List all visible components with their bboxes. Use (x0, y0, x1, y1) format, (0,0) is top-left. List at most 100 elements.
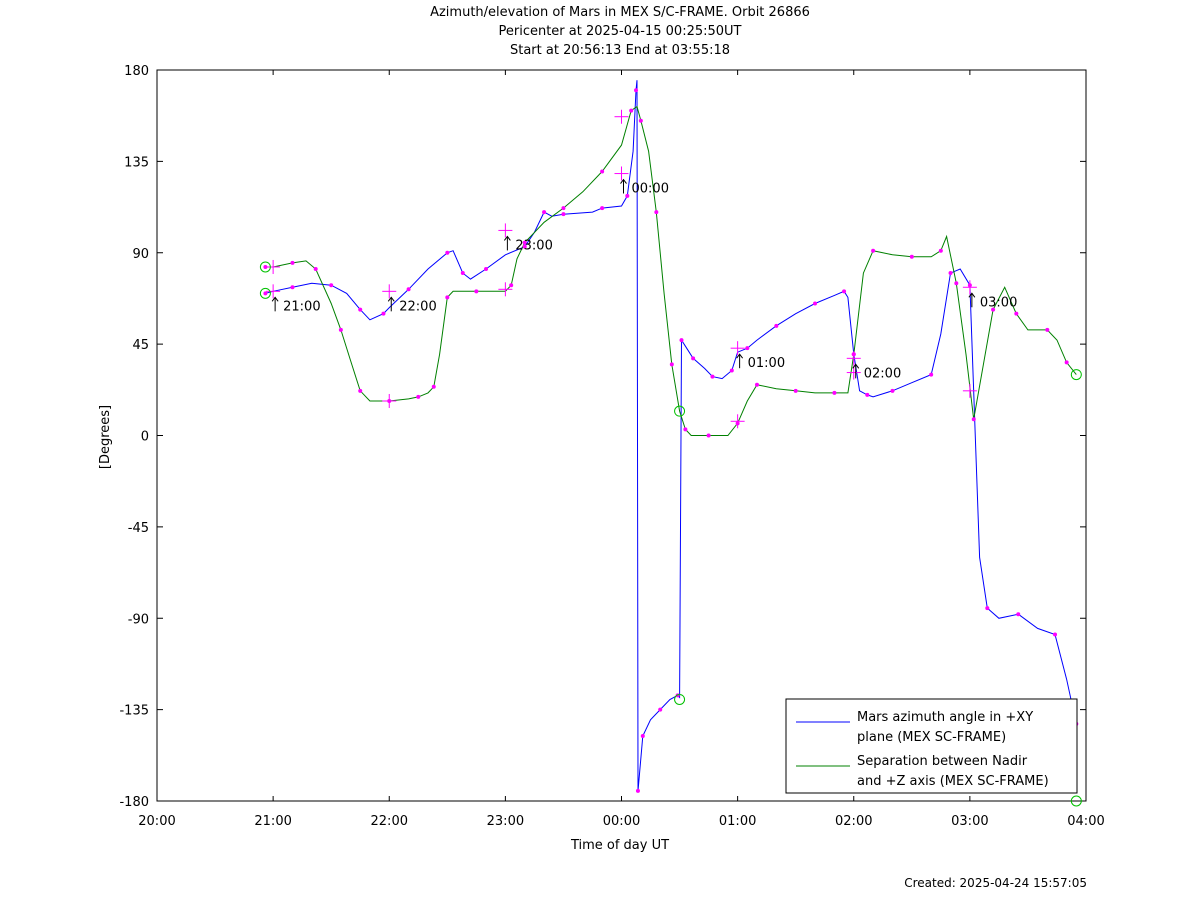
start-end-circle-3 (674, 693, 686, 705)
x-tick-label-0: 20:00 (138, 814, 175, 829)
time-annotation-arrowhead-4 (736, 353, 744, 359)
y-tick-label-1: -135 (119, 704, 149, 719)
time-annotation-5: 02:00 (852, 363, 901, 381)
data-point-marker-s1-54 (938, 248, 943, 253)
data-point-marker-s0-14 (460, 271, 465, 276)
data-point-marker-s0-28 (634, 88, 639, 93)
y-tick-label-2: -90 (128, 612, 149, 627)
time-annotation-4: 01:00 (736, 353, 785, 371)
data-point-marker-s0-40 (691, 356, 696, 361)
series-layer (265, 80, 1077, 791)
data-point-marker-s0-52 (842, 289, 847, 294)
data-point-marker-s1-58 (971, 417, 976, 422)
legend-label-azimuth-line1: Mars azimuth angle in +XY (857, 710, 1033, 725)
data-point-marker-s0-26 (625, 193, 630, 198)
data-point-marker-s1-60 (991, 307, 996, 312)
data-point-marker-s0-66 (985, 606, 990, 611)
data-point-marker-s0-32 (640, 734, 645, 739)
data-point-marker-s0-44 (729, 368, 734, 373)
data-point-marker-s0-48 (774, 323, 779, 328)
time-annotation-label-1: 22:00 (399, 299, 436, 314)
y-tick-label-5: 45 (132, 338, 149, 353)
data-point-marker-s1-46 (832, 390, 837, 395)
data-point-marker-s1-18 (474, 289, 479, 294)
chart-title: Azimuth/elevation of Mars in MEX S/C-FRA… (430, 5, 810, 20)
x-tick-label-4: 00:00 (603, 814, 640, 829)
y-tick-label-6: 90 (132, 247, 149, 262)
data-point-marker-s1-32 (654, 210, 659, 215)
data-point-marker-s1-56 (954, 281, 959, 286)
data-point-marker-s1-22 (522, 240, 527, 245)
x-tick-label-3: 23:00 (487, 814, 524, 829)
legend-label-azimuth-line2: plane (MEX SC-FRAME) (857, 730, 1006, 745)
data-point-marker-s0-68 (1016, 612, 1021, 617)
data-point-marker-s1-12 (416, 394, 421, 399)
data-point-marker-s0-0 (263, 291, 268, 296)
data-point-marker-s1-52 (909, 254, 914, 259)
x-tick-label-2: 22:00 (371, 814, 408, 829)
x-tick-label-8: 04:00 (1067, 814, 1104, 829)
y-tick-label-0: -180 (119, 795, 149, 810)
data-point-marker-s0-58 (890, 388, 895, 393)
time-annotation-6: 03:00 (968, 292, 1017, 310)
start-end-circle-2 (674, 405, 686, 417)
data-point-marker-s1-42 (754, 382, 759, 387)
legend-box (785, 698, 1078, 794)
chart-subtitle-start-end: Start at 20:56:13 End at 03:55:18 (509, 43, 731, 58)
data-point-marker-s0-42 (710, 374, 715, 379)
time-annotation-3: 00:00 (620, 178, 669, 197)
time-annotation-arrowhead-3 (620, 178, 627, 184)
azimuth-series-line (265, 80, 1077, 791)
x-tick-label-6: 02:00 (835, 814, 872, 829)
time-annotation-label-6: 03:00 (980, 295, 1017, 310)
data-point-marker-s0-16 (484, 266, 489, 271)
data-point-marker-s0-6 (358, 307, 363, 312)
data-point-marker-s0-12 (445, 250, 450, 255)
data-point-marker-s1-26 (600, 169, 605, 174)
data-point-marker-s1-66 (1064, 360, 1069, 365)
time-annotation-arrowhead-0 (271, 296, 279, 302)
data-point-marker-s1-44 (793, 388, 798, 393)
x-tick-label-5: 01:00 (719, 814, 756, 829)
start-end-circle-0 (259, 261, 271, 273)
data-point-marker-s0-62 (948, 271, 953, 276)
data-point-marker-s0-22 (561, 212, 566, 217)
data-point-marker-s0-4 (329, 283, 334, 288)
data-point-marker-s0-10 (406, 287, 411, 292)
time-annotation-label-4: 01:00 (748, 356, 785, 371)
creation-timestamp: Created: 2025-04-24 15:57:05 (904, 876, 1087, 890)
start-end-circle-4 (1070, 369, 1082, 381)
time-annotation-0: 21:00 (271, 296, 321, 314)
data-point-marker-s0-30 (635, 788, 640, 793)
data-point-marker-s1-36 (683, 427, 688, 432)
time-annotation-label-3: 00:00 (632, 182, 669, 197)
legend: Mars azimuth angle in +XY plane (MEX SC-… (785, 698, 1078, 794)
time-annotation-label-5: 02:00 (864, 366, 901, 381)
time-annotation-label-0: 21:00 (283, 299, 320, 314)
start-end-circle-1 (259, 287, 271, 299)
chart-subtitle-pericenter: Pericenter at 2025-04-15 00:25:50UT (498, 24, 742, 39)
data-point-marker-s0-46 (745, 346, 750, 351)
legend-label-separation-line1: Separation between Nadir (857, 754, 1028, 769)
data-point-marker-s0-56 (865, 392, 870, 397)
data-point-marker-s1-6 (338, 327, 343, 332)
data-point-marker-s1-2 (290, 260, 295, 265)
data-point-marker-s1-14 (431, 384, 436, 389)
data-point-marker-s0-20 (542, 210, 547, 215)
data-point-marker-s0-38 (679, 338, 684, 343)
time-annotation-arrowhead-5 (852, 363, 860, 369)
x-axis-label: Time of day UT (570, 838, 669, 853)
time-annotation-arrowhead-6 (968, 292, 976, 298)
data-point-marker-s1-62 (1014, 311, 1019, 316)
data-point-marker-s0-34 (658, 707, 663, 712)
y-tick-label-7: 135 (124, 155, 149, 170)
data-point-marker-s0-2 (290, 285, 295, 290)
x-tick-label-7: 03:00 (951, 814, 988, 829)
y-tick-label-3: -45 (128, 521, 149, 536)
data-point-marker-s0-70 (1053, 632, 1058, 637)
data-point-marker-s0-50 (813, 301, 818, 306)
legend-label-separation-line2: and +Z axis (MEX SC-FRAME) (857, 774, 1049, 789)
data-point-marker-s1-20 (509, 283, 514, 288)
y-tick-label-8: 180 (124, 64, 149, 79)
